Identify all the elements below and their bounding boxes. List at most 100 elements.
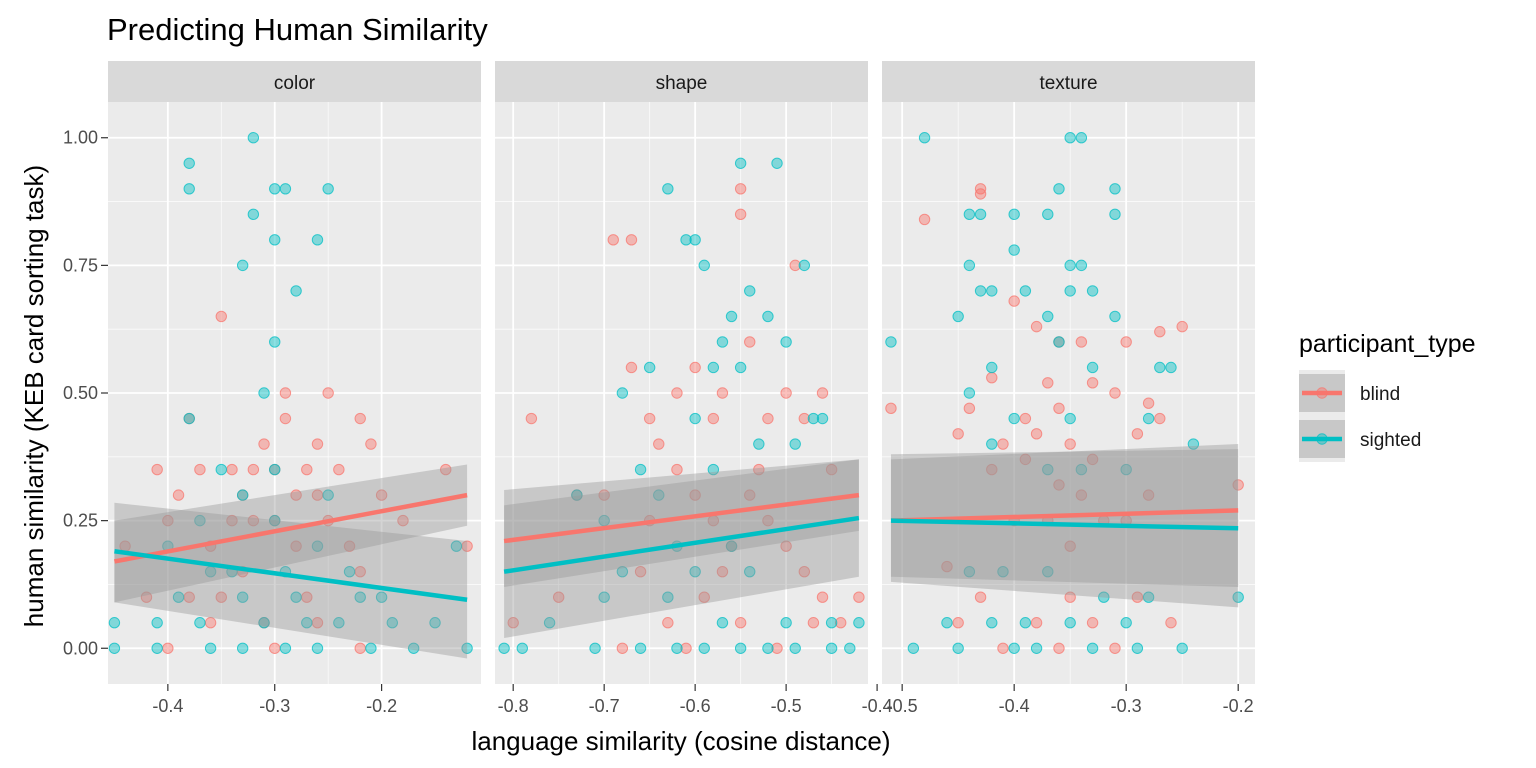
data-point-sighted	[744, 565, 756, 578]
data-point-blind	[375, 489, 388, 501]
data-point-sighted	[634, 463, 647, 476]
confidence-band-blind	[114, 464, 468, 603]
data-point-sighted	[1109, 183, 1121, 195]
data-point-sighted	[215, 463, 227, 476]
data-point-sighted	[407, 642, 420, 654]
data-point-sighted	[963, 259, 976, 272]
fit-line-sighted	[114, 549, 468, 602]
data-point-blind	[226, 463, 238, 476]
x-tick-label: -0.8	[498, 696, 529, 716]
data-point-blind	[247, 514, 260, 527]
legend-label: sighted	[1360, 430, 1421, 451]
data-point-sighted	[1154, 361, 1166, 374]
y-tick-label: 0.50	[63, 383, 98, 403]
data-point-sighted	[780, 617, 792, 629]
data-point-sighted	[789, 642, 801, 654]
data-point-sighted	[279, 183, 292, 195]
data-point-sighted	[616, 565, 629, 578]
data-point-blind	[689, 489, 701, 501]
data-point-sighted	[707, 463, 720, 476]
x-tick-label: -0.2	[1223, 696, 1254, 716]
data-point-blind	[1154, 412, 1166, 425]
data-point-blind	[151, 463, 163, 476]
data-point-sighted	[290, 591, 302, 603]
data-point-sighted	[716, 336, 729, 348]
data-point-sighted	[375, 591, 388, 603]
data-point-sighted	[653, 489, 665, 501]
data-point-sighted	[269, 336, 281, 348]
data-point-blind	[986, 463, 998, 476]
data-point-sighted	[1008, 244, 1020, 256]
data-point-blind	[807, 617, 820, 629]
data-point-sighted	[725, 540, 738, 552]
data-point-sighted	[1232, 591, 1244, 603]
data-point-blind	[525, 412, 538, 425]
x-tick-label: -0.4	[862, 696, 893, 716]
data-point-sighted	[762, 310, 774, 323]
facet-strip	[495, 61, 868, 102]
confidence-band-sighted	[114, 502, 468, 659]
data-point-blind	[1019, 412, 1032, 425]
data-point-blind	[816, 591, 829, 603]
data-point-sighted	[1042, 463, 1054, 476]
data-point-sighted	[974, 208, 987, 221]
data-point-sighted	[1042, 310, 1054, 323]
legend-label: blind	[1360, 384, 1400, 405]
data-point-blind	[671, 387, 683, 399]
data-point-sighted	[753, 438, 765, 450]
data-point-sighted	[780, 336, 792, 348]
data-point-sighted	[543, 617, 556, 629]
legend-key-point	[1316, 433, 1328, 445]
data-point-blind	[194, 463, 206, 476]
confidence-band-blind	[504, 459, 859, 587]
data-point-blind	[1086, 377, 1099, 389]
data-point-sighted	[941, 617, 953, 629]
data-point-sighted	[963, 387, 976, 399]
data-point-sighted	[183, 157, 195, 169]
data-point-blind	[1030, 428, 1043, 440]
data-point-blind	[744, 336, 756, 348]
data-point-sighted	[290, 285, 302, 297]
data-point-blind	[1075, 489, 1088, 501]
data-point-sighted	[744, 285, 756, 297]
data-point-sighted	[1053, 336, 1065, 348]
data-point-blind	[825, 463, 838, 476]
data-point-sighted	[918, 132, 931, 144]
data-point-sighted	[204, 642, 217, 654]
data-point-sighted	[816, 412, 829, 425]
facet-panel-color: color -0.4 -0.3 -0.2	[108, 61, 481, 716]
fit-line-sighted	[503, 515, 860, 574]
legend-entry-blind: blind	[1299, 370, 1400, 416]
data-point-sighted	[1109, 310, 1121, 323]
data-point-sighted	[825, 642, 838, 654]
data-point-sighted	[1165, 361, 1177, 374]
data-point-sighted	[1131, 642, 1144, 654]
data-point-sighted	[1142, 591, 1155, 603]
data-point-blind	[1053, 402, 1065, 415]
data-point-sighted	[716, 617, 729, 629]
data-point-blind	[172, 489, 185, 501]
data-point-sighted	[269, 514, 281, 527]
data-point-blind	[853, 591, 865, 603]
x-axis-title: language similarity (cosine distance)	[471, 726, 890, 756]
data-point-sighted	[354, 591, 366, 603]
legend-entry-sighted: sighted	[1299, 416, 1421, 462]
data-point-sighted	[1019, 617, 1032, 629]
data-point-sighted	[589, 642, 601, 654]
data-point-sighted	[1064, 617, 1076, 629]
data-point-blind	[311, 438, 324, 450]
data-point-sighted	[1042, 208, 1054, 221]
data-point-sighted	[322, 183, 334, 195]
points-blind	[885, 183, 1244, 654]
x-tick-label: -0.7	[589, 696, 620, 716]
confidence-band-sighted	[890, 449, 1239, 608]
legend: participant_type blind sighted	[1299, 330, 1476, 462]
data-point-blind	[365, 438, 377, 450]
data-point-blind	[1030, 320, 1043, 333]
data-point-blind	[354, 642, 366, 654]
data-point-blind	[734, 208, 747, 221]
data-point-blind	[780, 387, 792, 399]
data-point-sighted	[1019, 285, 1032, 297]
data-point-sighted	[429, 617, 441, 629]
data-point-blind	[354, 412, 366, 425]
